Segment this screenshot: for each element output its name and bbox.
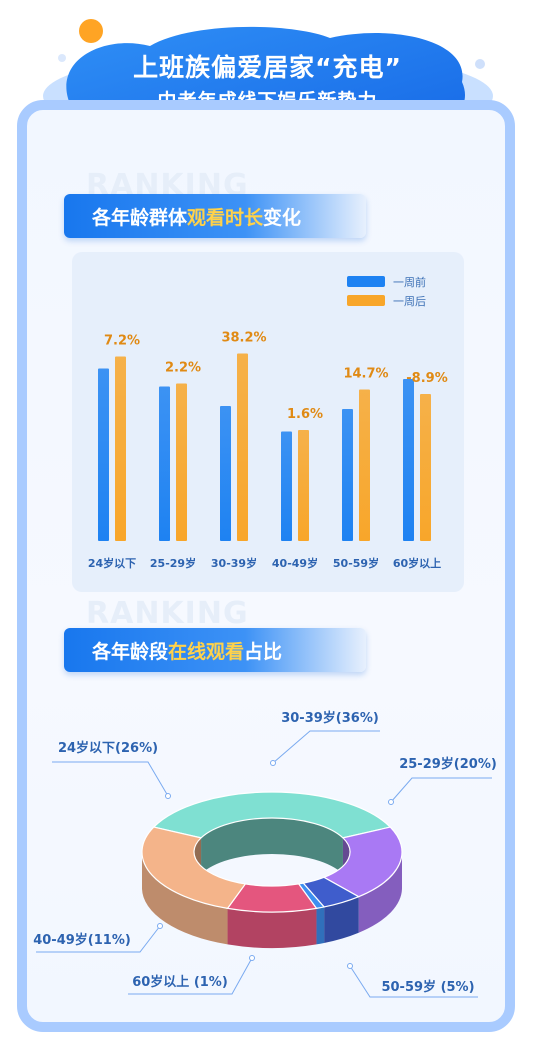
slice-label: 25-29岁(20%) xyxy=(399,756,497,772)
callout-dot xyxy=(165,793,171,799)
slice-label: 24岁以下(26%) xyxy=(58,740,158,756)
data-label: -8.9% xyxy=(406,371,447,386)
x-tick-label: 60岁以上 xyxy=(393,556,441,570)
data-label: 14.7% xyxy=(343,367,388,382)
x-tick-label: 50-59岁 xyxy=(333,556,379,570)
ring-side-wall xyxy=(142,852,228,945)
legend-swatch-after xyxy=(347,295,385,306)
callout-dot xyxy=(270,760,276,766)
page-title: 上班族偏爱居家“充电” xyxy=(133,53,402,82)
ring-side-wall xyxy=(227,908,317,948)
slice-label: 30-39岁(36%) xyxy=(281,710,379,726)
bar-after xyxy=(420,394,431,541)
legend-label-before: 一周前 xyxy=(393,275,426,289)
x-tick-label: 40-49岁 xyxy=(272,556,318,570)
callout-dot xyxy=(388,799,394,805)
bar-before xyxy=(98,368,109,541)
bar-before xyxy=(281,431,292,541)
x-tick-label: 30-39岁 xyxy=(211,556,257,570)
ranking-watermark: RANKING xyxy=(86,596,249,631)
section-title-part: 占比 xyxy=(244,641,283,663)
callout-dot xyxy=(347,963,353,969)
callout-line xyxy=(349,965,478,998)
ring-side-wall xyxy=(316,906,325,945)
section-title-highlight: 在线观看 xyxy=(168,641,245,663)
ring-side-wall xyxy=(358,852,402,933)
data-label: 1.6% xyxy=(287,407,323,422)
section-title-part: 变化 xyxy=(263,207,302,229)
x-tick-label: 24岁以下 xyxy=(88,556,136,570)
section-title-part: 各年龄群体 xyxy=(92,207,188,229)
bar-chart-panel xyxy=(72,252,464,592)
legend-label-after: 一周后 xyxy=(393,295,426,308)
bar-after xyxy=(359,389,370,541)
callout-line xyxy=(272,730,380,764)
callout-line xyxy=(52,761,169,797)
section-banner-share: 各年龄段在线观看占比 xyxy=(64,628,366,672)
ring-side-wall xyxy=(324,896,359,943)
ring-slice xyxy=(141,826,247,910)
dot-decoration xyxy=(475,59,485,69)
callout-dot xyxy=(157,923,163,929)
bar-before xyxy=(220,406,231,541)
data-label: 7.2% xyxy=(104,334,140,349)
callout-line xyxy=(390,777,492,803)
slice-label: 50-59岁 (5%) xyxy=(381,979,474,995)
legend-swatch-before xyxy=(347,276,385,287)
ring-inner-wall xyxy=(201,818,343,874)
data-label: 38.2% xyxy=(221,331,266,346)
data-label: 2.2% xyxy=(165,361,201,376)
dot-decoration xyxy=(58,54,66,62)
bar-before xyxy=(342,409,353,541)
section-title-highlight: 观看时长 xyxy=(187,207,264,229)
slice-label: 60岁以上 (1%) xyxy=(132,974,228,990)
section-title-part: 各年龄段 xyxy=(92,641,169,663)
section-banner-duration: 各年龄群体观看时长变化 xyxy=(64,194,366,238)
bar-after xyxy=(176,383,187,541)
callout-dot xyxy=(249,955,255,961)
x-tick-label: 25-29岁 xyxy=(150,556,196,570)
bar-after xyxy=(115,356,126,541)
slice-label: 40-49岁(11%) xyxy=(33,932,131,948)
callout-line xyxy=(128,957,253,995)
orange-circle-decoration xyxy=(79,19,103,43)
bar-before xyxy=(403,379,414,541)
section-title-share: 各年龄段在线观看占比 xyxy=(92,637,282,664)
callout-line xyxy=(36,925,161,953)
section-title-duration: 各年龄群体观看时长变化 xyxy=(92,203,301,230)
bar-after xyxy=(298,430,309,541)
bar-before xyxy=(159,386,170,541)
ring-slice xyxy=(152,791,392,839)
bar-after xyxy=(237,353,248,541)
